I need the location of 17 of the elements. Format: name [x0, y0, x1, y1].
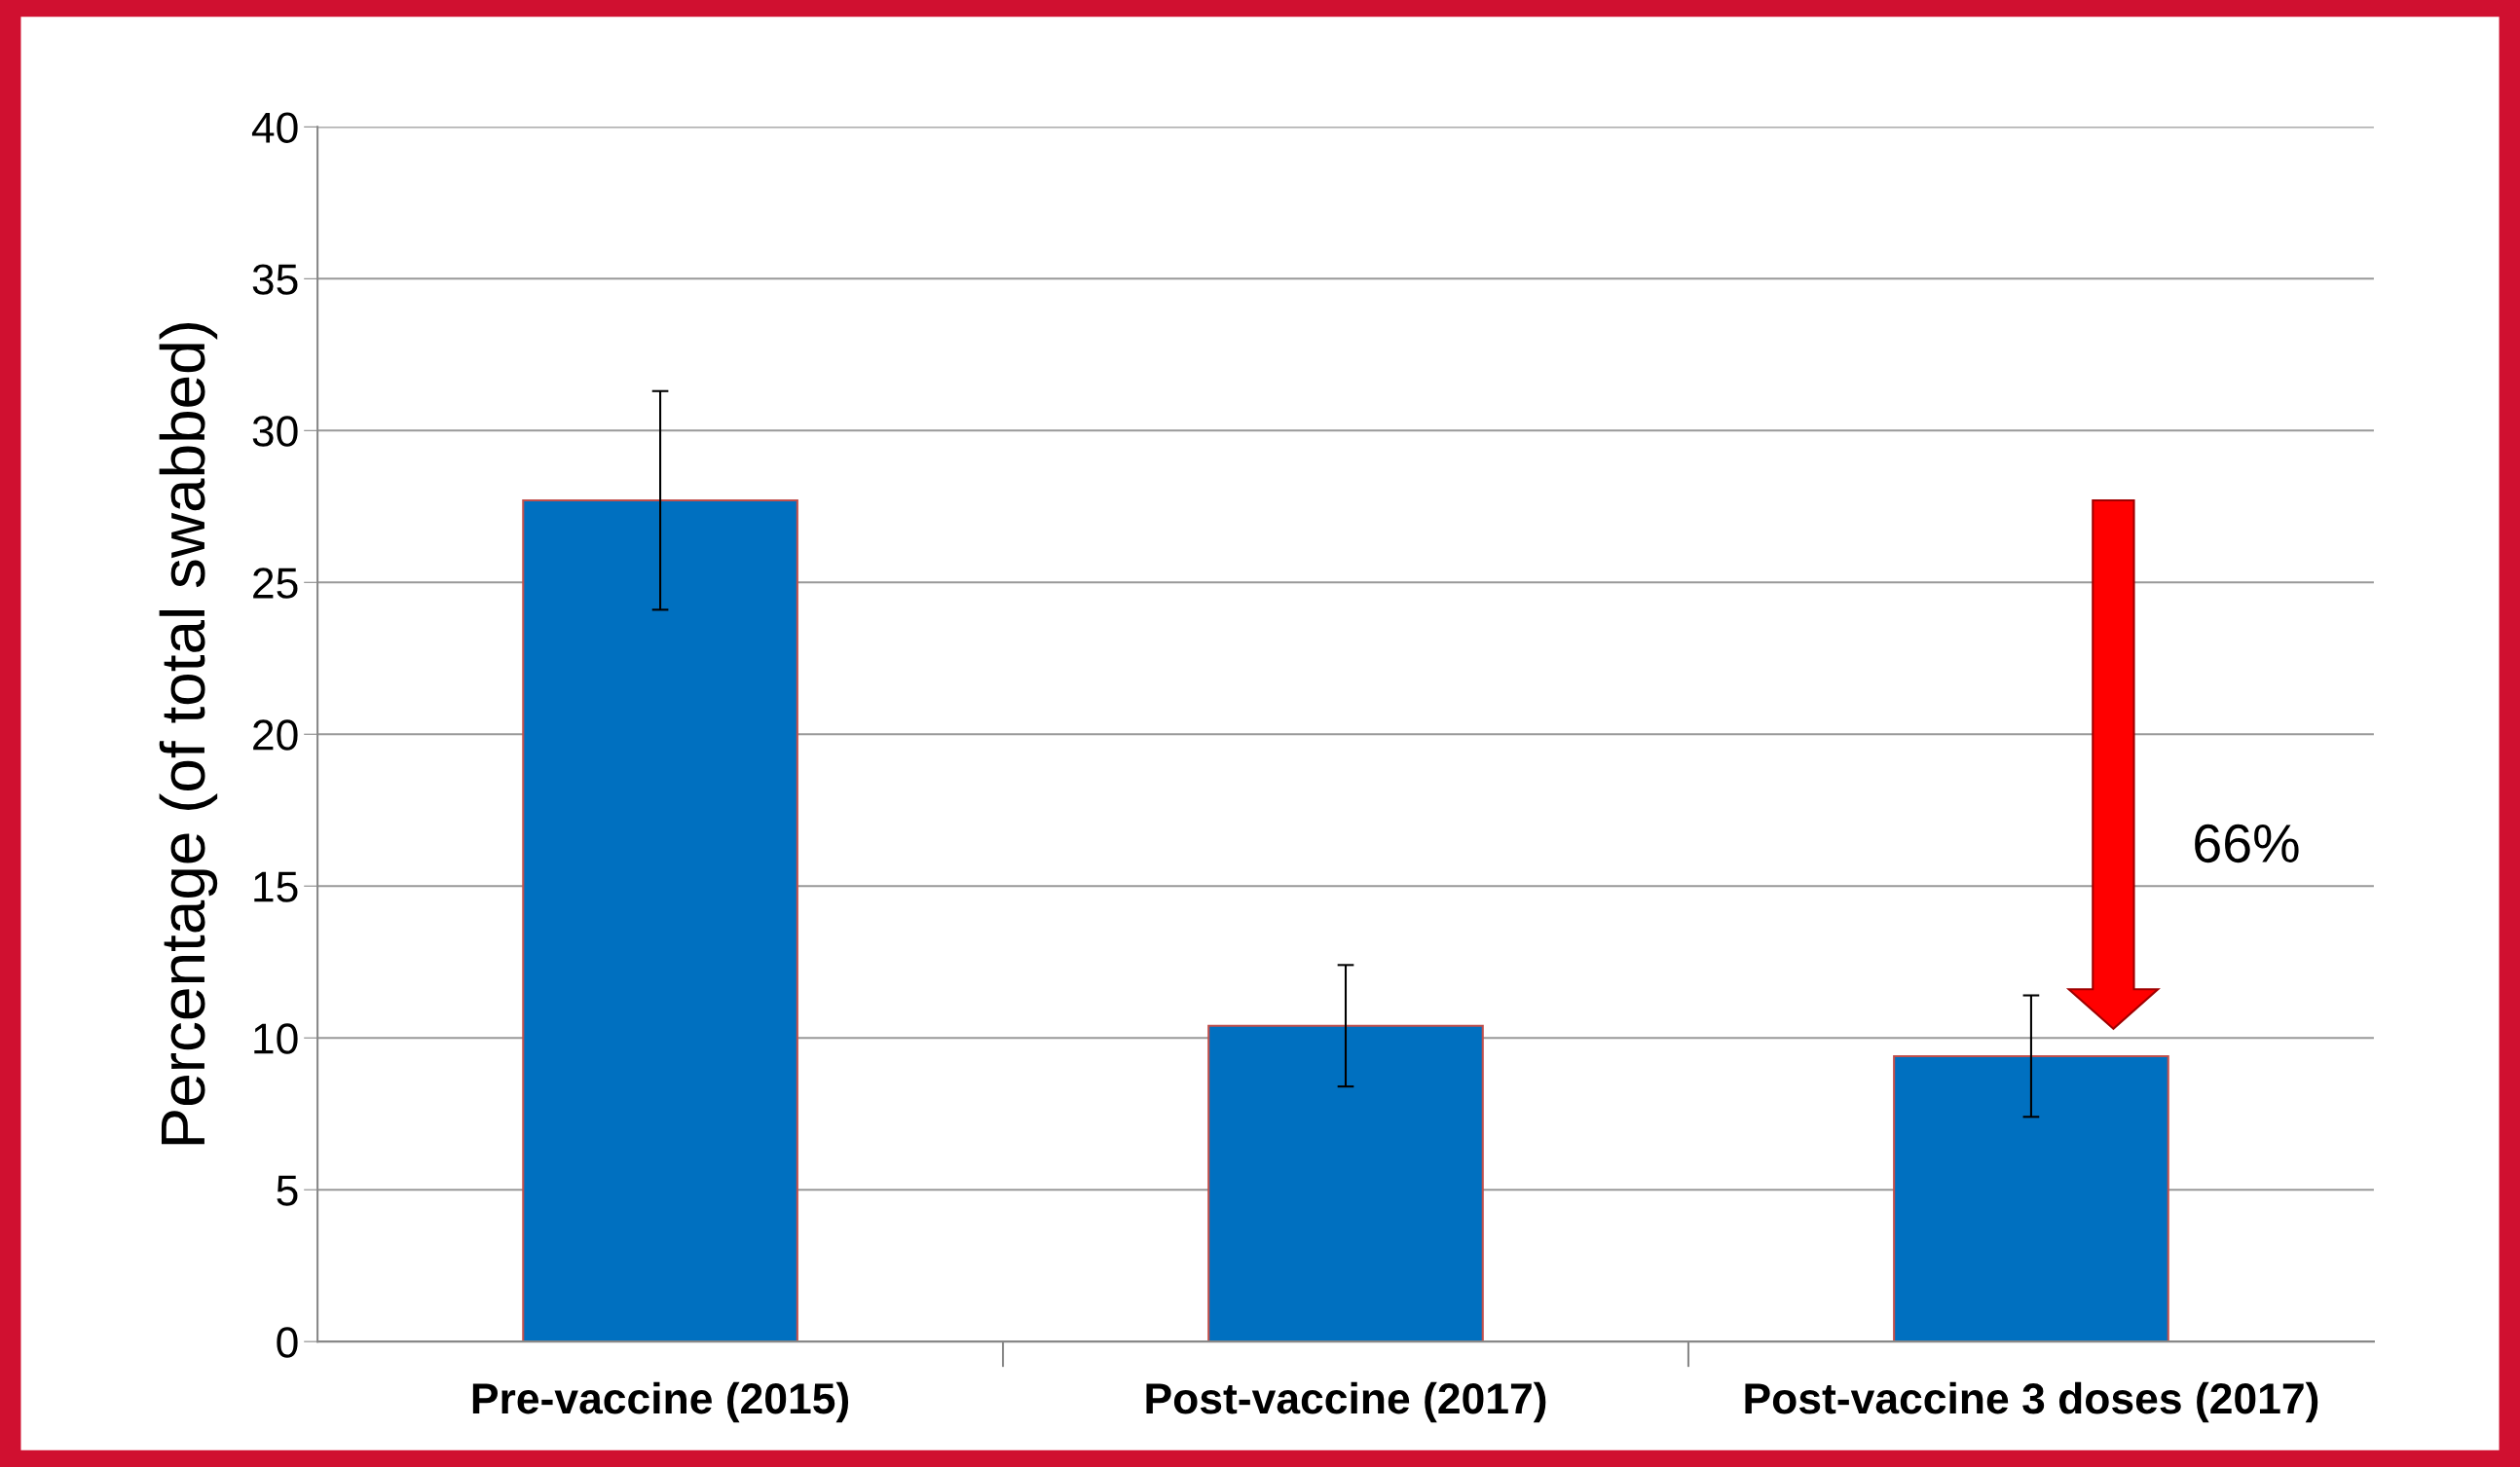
- y-tick-label: 25: [253, 568, 298, 599]
- y-tick-label: 0: [277, 1327, 298, 1358]
- y-tick-label: 5: [277, 1175, 298, 1206]
- y-tick-label: 40: [251, 112, 298, 143]
- x-tick-label: Pre-vaccine (2015): [472, 1381, 849, 1423]
- y-tick-label: 35: [252, 264, 298, 295]
- y-tick-label: 20: [253, 719, 298, 751]
- y-tick-label: 15: [254, 871, 298, 902]
- bar: [522, 499, 798, 1342]
- bar: [1893, 1054, 2169, 1342]
- y-tick-label: 10: [254, 1023, 298, 1054]
- x-tick-label: Post-vaccine 3 doses (2017): [1745, 1381, 2318, 1423]
- y-tick-label: 30: [252, 416, 298, 447]
- y-axis-title: Percentage (of total swabbed): [159, 323, 218, 1145]
- annotation: 66%: [2195, 824, 2299, 863]
- x-tick-label: Post-vaccine (2017): [1146, 1381, 1546, 1423]
- bar: [1207, 1024, 1484, 1342]
